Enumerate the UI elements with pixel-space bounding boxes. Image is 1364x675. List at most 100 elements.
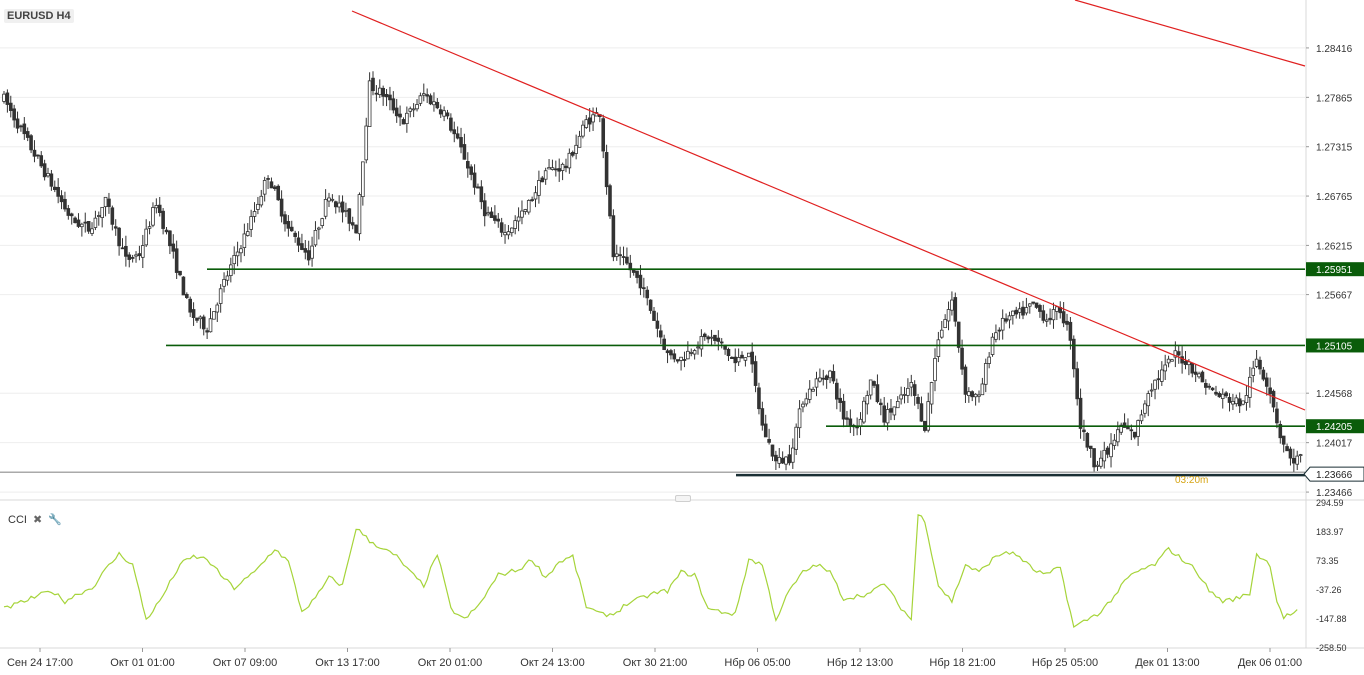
candle-body [32,149,37,157]
candle-body [818,377,822,382]
candle-body [452,129,457,135]
candle-body [692,350,697,355]
candle-body [879,402,883,406]
trend-lines[interactable] [351,0,1306,411]
candle-body [506,231,511,236]
candle-body [523,209,528,212]
candle-body [1254,358,1259,367]
candle-body [1075,368,1079,400]
candle-body [570,152,575,156]
candle-body [164,229,169,233]
candle-body [364,125,369,161]
candle-body [59,195,64,203]
candle-body [110,207,115,225]
candle-body [638,274,643,289]
candle-body [977,394,981,397]
candle-body [973,393,978,398]
time-tick-label: Окт 13 17:00 [315,657,379,669]
candle-body [1109,443,1113,458]
candle-body [648,299,653,311]
candle-body [286,220,291,229]
candle-body [1261,369,1266,380]
candle-body [621,256,626,258]
pane-splitter[interactable] [675,495,691,502]
candle-body [513,220,517,229]
candle-body [679,356,683,361]
bar-timer: 03:20m [1175,475,1208,486]
candle-body [1170,359,1174,362]
candle-body [344,209,348,212]
candle-body [1190,362,1195,374]
candle-body [655,320,660,329]
candle-body [983,363,988,385]
candle-body [696,346,700,349]
candle-body [80,223,84,228]
candle-body [577,135,582,148]
candle-body [689,352,694,354]
horizontal-levels[interactable]: 1.25951 1.25105 1.24205 03:20m 1.23666 [0,262,1364,486]
candle-body [476,186,480,189]
candle-body [428,95,433,105]
current-price-tag [1303,466,1364,482]
candle-body [642,287,646,290]
candle-body [1278,423,1283,439]
candle-body [652,310,656,321]
candle-body [22,123,27,135]
candle-body [1034,302,1039,308]
candle-body [479,186,484,203]
candle-body [1224,392,1228,397]
price-tick-label: 1.27315 [1316,143,1353,154]
candle-body [381,87,385,97]
candle-body [503,232,507,236]
candle-body [130,257,135,259]
candle-body [669,350,673,356]
candle-body [540,177,545,183]
candle-body [367,80,372,127]
candle-body [1119,424,1123,433]
candle-body [899,394,903,400]
candle-body [113,226,118,229]
candle-body [665,350,670,354]
candle-body [875,384,880,403]
candle-body [882,405,887,423]
candle-body [1116,429,1120,443]
candle-body [987,356,991,364]
level-price-label: 1.24205 [1316,422,1353,433]
candle-body [970,391,975,398]
candle-body [73,217,77,224]
candle-body [337,202,341,208]
cci-title: CCI [8,514,27,526]
candle-body [391,98,396,111]
candle-body [42,163,47,178]
price-tick-label: 1.25667 [1316,291,1353,302]
candle-body [46,172,50,177]
candle-body [120,247,125,250]
wrench-icon[interactable]: 🔧 [48,513,62,526]
close-icon[interactable]: ✖ [32,513,43,526]
candle-body [1132,431,1137,438]
candle-body [1004,318,1008,322]
price-tick-label: 1.23466 [1316,488,1353,499]
candle-body [171,243,176,252]
candle-body [750,351,754,365]
candle-body [797,408,802,429]
candle-body [154,205,159,209]
candle-body [1112,439,1117,446]
candle-body [963,366,968,395]
candle-body [455,133,460,139]
candle-body [1061,311,1066,324]
time-tick-label: Нбр 18 21:00 [929,657,995,669]
candle-body [327,197,331,202]
candle-body [350,222,355,226]
candle-body [496,218,501,222]
time-tick-label: Сен 24 17:00 [7,657,73,669]
candle-body [323,199,328,217]
cci-tick-label: -258.50 [1316,643,1347,653]
time-tick-label: Окт 07 09:00 [213,657,277,669]
candle-body [289,226,294,232]
candle-body [520,210,524,218]
candle-body [384,93,389,98]
candle-body [1071,338,1076,370]
